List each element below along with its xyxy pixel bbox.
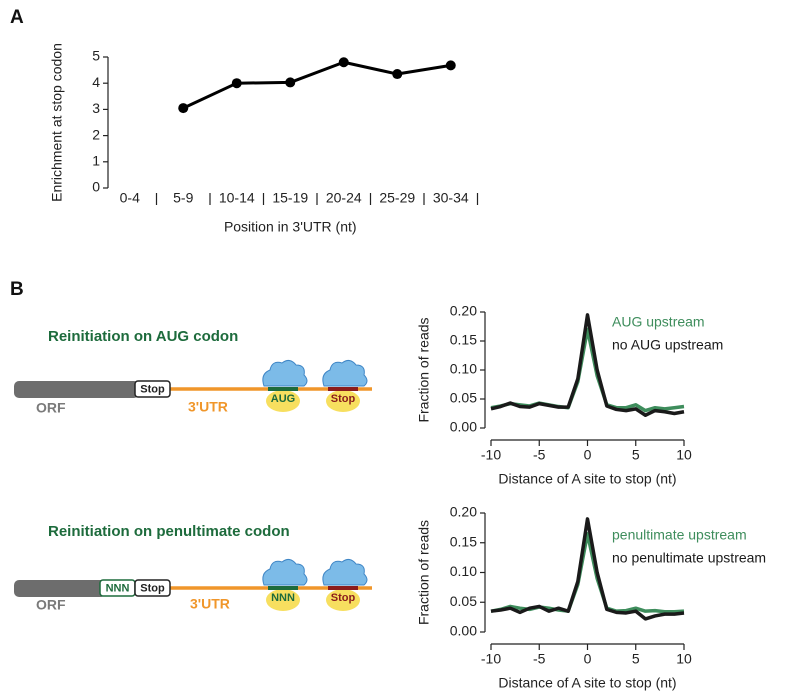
y-tick-label: 0.05 — [450, 390, 477, 406]
x-tick-label: 5 — [632, 447, 640, 463]
data-line — [490, 532, 685, 614]
y-tick-label: 0.00 — [450, 419, 477, 435]
x-axis-label: Distance of A site to stop (nt) — [498, 471, 676, 487]
diagram-title: Reinitiation on penultimate codon — [48, 523, 290, 540]
y-tick-label: 0.05 — [450, 593, 477, 609]
x-tick-label: 15-19 — [272, 190, 308, 206]
data-point — [392, 69, 403, 80]
stop-label: Stop — [140, 383, 165, 395]
x-tick-label: 0 — [584, 651, 592, 667]
site-label: Stop — [331, 592, 356, 604]
data-point — [285, 77, 296, 88]
y-tick-label: 0.10 — [450, 361, 477, 377]
x-tick-label: -5 — [533, 447, 546, 463]
x-axis-label: Distance of A site to stop (nt) — [498, 675, 676, 691]
x-tick-label: 5-9 — [173, 190, 193, 206]
y-tick-label: 2 — [92, 126, 100, 142]
orf-bar — [14, 381, 139, 398]
y-axis-label: Fraction of reads — [416, 317, 432, 422]
site-label: AUG — [271, 393, 295, 405]
x-tick-label: -10 — [481, 447, 501, 463]
y-axis-label: Enrichment at stop codon — [49, 43, 65, 202]
utr-label: 3'UTR — [188, 399, 228, 415]
y-tick-label: 0.15 — [450, 332, 477, 348]
y-tick-label: 0.10 — [450, 563, 477, 579]
x-tick-label: 0-4 — [120, 190, 140, 206]
ribosome: AUG — [262, 359, 308, 412]
legend-entry: no AUG upstream — [612, 337, 723, 353]
stop-box — [134, 579, 171, 597]
diagram-title: Reinitiation on AUG codon — [48, 328, 238, 345]
orf-label: ORF — [36, 400, 66, 416]
y-tick-label: 0.20 — [450, 504, 477, 520]
data-point — [445, 60, 456, 71]
site-label: Stop — [331, 393, 356, 405]
y-tick-label: 0.15 — [450, 533, 477, 549]
site-label: NNN — [271, 592, 295, 604]
x-tick-label: -10 — [481, 651, 501, 667]
stop-label: Stop — [140, 582, 165, 594]
y-tick-label: 5 — [92, 48, 100, 64]
x-tick-label: 10 — [676, 447, 692, 463]
ribosome: Stop — [322, 558, 368, 611]
x-tick-label: 20-24 — [326, 190, 362, 206]
legend-entry: penultimate upstream — [612, 527, 747, 543]
data-line — [490, 313, 685, 417]
orf-label: ORF — [36, 597, 66, 613]
orf-bar — [14, 580, 106, 597]
x-tick-label: 30-34 — [433, 190, 469, 206]
diagram: Reinitiation on penultimate codon NNN St… — [14, 523, 372, 613]
nnn-label: NNN — [106, 582, 130, 594]
x-tick-label: 0 — [584, 447, 592, 463]
y-tick-label: 1 — [92, 153, 100, 169]
x-axis-label: Position in 3'UTR (nt) — [224, 219, 357, 235]
y-tick-label: 4 — [92, 74, 100, 90]
x-tick-label: 25-29 — [379, 190, 415, 206]
stop-box — [134, 380, 171, 398]
y-tick-label: 0 — [92, 179, 100, 195]
legend-entry: no penultimate upstream — [612, 550, 766, 566]
y-tick-label: 0.00 — [450, 623, 477, 639]
data-line — [182, 60, 451, 110]
x-tick-label: 10 — [676, 651, 692, 667]
y-tick-label: 0.20 — [450, 303, 477, 319]
legend-entry: AUG upstream — [612, 314, 705, 330]
x-tick-label: -5 — [533, 651, 546, 667]
x-tick-label: 5 — [632, 651, 640, 667]
data-point — [231, 78, 242, 89]
utr-label: 3'UTR — [190, 596, 230, 612]
data-point — [178, 103, 189, 114]
x-tick-label: 10-14 — [219, 190, 255, 206]
diagram: Reinitiation on AUG codon Stop ORF 3'UTR… — [14, 328, 372, 416]
data-point — [338, 57, 349, 68]
data-line — [490, 517, 685, 621]
ribosome: NNN — [262, 558, 308, 611]
panel-label: B — [10, 279, 24, 300]
panel-label: A — [10, 7, 24, 28]
y-tick-label: 3 — [92, 100, 100, 116]
ribosome: Stop — [322, 359, 368, 412]
y-axis-label: Fraction of reads — [416, 520, 432, 625]
